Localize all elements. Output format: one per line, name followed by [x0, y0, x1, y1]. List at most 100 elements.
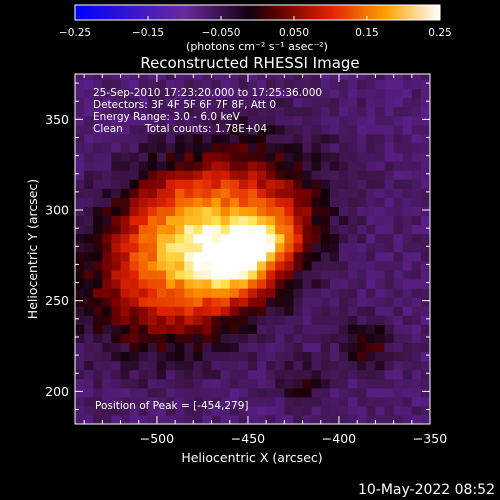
- heatmap-cell: [302, 260, 313, 271]
- heatmap-cell: [338, 287, 349, 298]
- heatmap-cell: [129, 151, 140, 162]
- heatmap-cell: [238, 224, 249, 235]
- heatmap-cell: [357, 206, 367, 217]
- heatmap-cell: [420, 360, 430, 371]
- heatmap-cell: [102, 142, 113, 153]
- heatmap-cell: [175, 369, 185, 380]
- heatmap-cell: [275, 387, 285, 398]
- heatmap-cell: [293, 124, 304, 135]
- heatmap-cell: [266, 324, 276, 334]
- heatmap-cell: [420, 215, 430, 226]
- heatmap-cell: [384, 206, 395, 217]
- heatmap-cell: [393, 115, 404, 126]
- heatmap-cell: [338, 224, 349, 235]
- heatmap-cell: [348, 351, 358, 362]
- heatmap-cell: [184, 315, 194, 325]
- heatmap-cell: [166, 251, 176, 262]
- heatmap-cell: [193, 260, 204, 271]
- heatmap-cell: [293, 79, 304, 90]
- heatmap-cell: [257, 387, 267, 398]
- heatmap-cell: [402, 215, 413, 226]
- heatmap-cell: [357, 151, 367, 162]
- heatmap-cell: [211, 369, 222, 380]
- heatmap-cell: [111, 315, 122, 325]
- heatmap-cell: [366, 115, 376, 126]
- heatmap-cell: [320, 315, 331, 325]
- heatmap-cell: [211, 74, 222, 81]
- heatmap-cell: [102, 369, 113, 380]
- heatmap-cell: [193, 124, 204, 135]
- heatmap-cell: [366, 224, 376, 235]
- heatmap-cell: [220, 170, 231, 180]
- heatmap-cell: [75, 74, 85, 81]
- heatmap-cell: [329, 233, 340, 244]
- heatmap-cell: [338, 133, 349, 144]
- heatmap-cell: [102, 170, 113, 180]
- heatmap-cell: [247, 324, 258, 334]
- heatmap-cell: [293, 360, 304, 371]
- heatmap-cell: [384, 74, 395, 81]
- heatmap-cell: [202, 333, 213, 343]
- heatmap-cell: [147, 124, 158, 135]
- heatmap-cell: [311, 351, 322, 362]
- heatmap-cell: [211, 378, 222, 389]
- heatmap-cell: [375, 151, 386, 162]
- heatmap-cell: [293, 242, 304, 253]
- heatmap-cell: [138, 405, 149, 416]
- heatmap-cell: [284, 369, 295, 380]
- heatmap-cell: [329, 405, 340, 416]
- heatmap-cell: [111, 188, 122, 198]
- heatmap-cell: [193, 378, 204, 389]
- heatmap-cell: [229, 124, 240, 135]
- heatmap-cell: [320, 396, 331, 407]
- heatmap-cell: [193, 242, 204, 253]
- heatmap-cell: [175, 79, 185, 90]
- heatmap-cell: [202, 170, 213, 180]
- heatmap-cell: [102, 88, 113, 99]
- heatmap-cell: [348, 224, 358, 235]
- heatmap-cell: [302, 251, 313, 262]
- heatmap-cell: [102, 287, 113, 298]
- heatmap-cell: [229, 351, 240, 362]
- heatmap-cell: [384, 242, 395, 253]
- heatmap-cell: [111, 142, 122, 153]
- heatmap-cell: [266, 369, 276, 380]
- heatmap-cell: [257, 396, 267, 407]
- heatmap-cell: [411, 324, 422, 334]
- heatmap-cell: [320, 215, 331, 226]
- heatmap-cell: [393, 133, 404, 144]
- heatmap-cell: [175, 278, 185, 289]
- heatmap-cell: [247, 215, 258, 226]
- heatmap-cell: [211, 387, 222, 398]
- heatmap-cell: [111, 387, 122, 398]
- heatmap-cell: [320, 97, 331, 108]
- heatmap-cell: [411, 278, 422, 289]
- heatmap-cell: [138, 414, 149, 424]
- heatmap-cell: [338, 115, 349, 126]
- heatmap-cell: [211, 269, 222, 280]
- annotation-detectors: Detectors: 3F 4F 5F 6F 7F 8F, Att 0: [93, 99, 276, 111]
- heatmap-cell: [238, 179, 249, 189]
- heatmap-cell: [166, 278, 176, 289]
- heatmap-cell: [211, 260, 222, 271]
- heatmap-cell: [366, 133, 376, 144]
- heatmap-cell: [302, 74, 313, 81]
- heatmap-cell: [302, 115, 313, 126]
- heatmap-cell: [329, 278, 340, 289]
- heatmap-cell: [211, 215, 222, 226]
- heatmap-cell: [402, 260, 413, 271]
- heatmap-cell: [329, 124, 340, 135]
- heatmap-cell: [366, 97, 376, 108]
- heatmap-cell: [84, 297, 94, 307]
- heatmap-cell: [211, 170, 222, 180]
- heatmap-cell: [93, 142, 103, 153]
- heatmap-cell: [393, 97, 404, 108]
- heatmap-cell: [229, 287, 240, 298]
- heatmap-cell: [129, 115, 140, 126]
- heatmap-cell: [420, 324, 430, 334]
- heatmap-cell: [202, 378, 213, 389]
- heatmap-cell: [147, 369, 158, 380]
- heatmap-cell: [147, 97, 158, 108]
- heatmap-cell: [257, 342, 267, 353]
- heatmap-cell: [311, 324, 322, 334]
